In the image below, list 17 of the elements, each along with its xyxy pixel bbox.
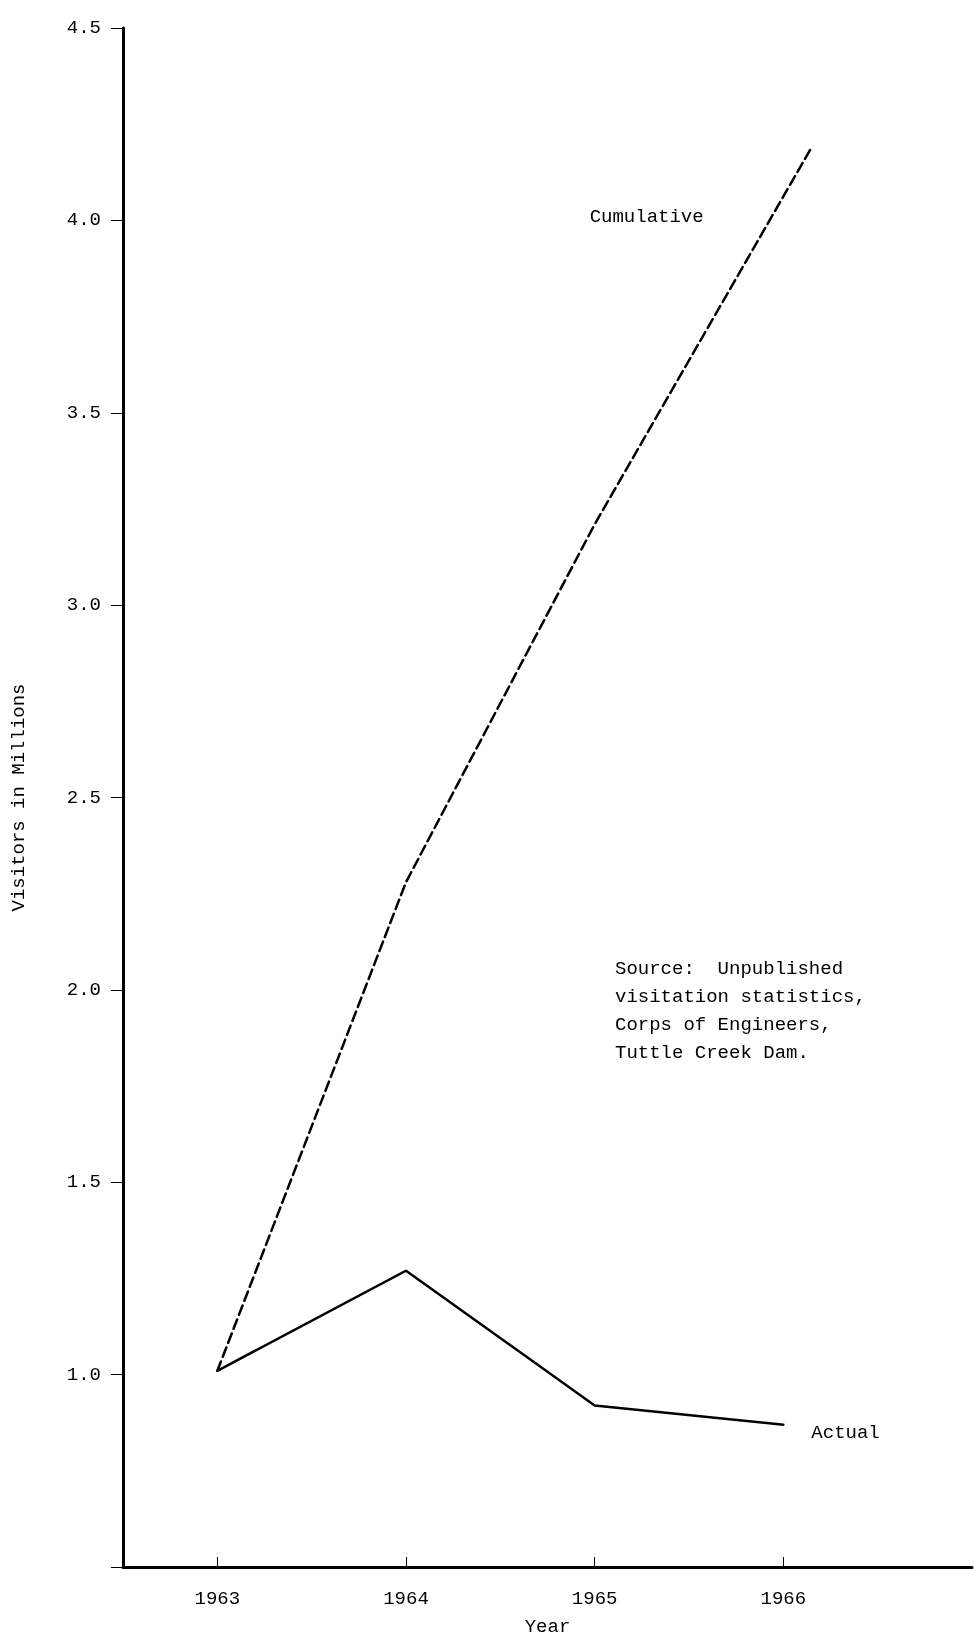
x-tick-label: 1963: [194, 1587, 241, 1610]
y-tick-label: 1.5: [66, 1171, 101, 1194]
text: 4.0: [66, 209, 101, 232]
x-axis-title: Year: [524, 1615, 571, 1638]
y-tick-label: 3.5: [66, 401, 101, 424]
text: Cumulative: [589, 206, 704, 229]
text: 2.0: [66, 978, 101, 1001]
y-tick-label: 4.5: [66, 17, 101, 39]
text: 1.0: [66, 1363, 101, 1386]
x-tick-label: 1965: [571, 1587, 618, 1610]
series-label: Actual: [811, 1421, 880, 1444]
x-tick-label: 1964: [383, 1587, 429, 1610]
y-tick-label: 2.5: [66, 786, 101, 809]
annotation: Source: Unpublished visitation statistics, Corps of Engineers, Tuttle Creek Dam.: [615, 958, 866, 1064]
x-tick-label: 1966: [760, 1587, 807, 1610]
y-axis-title: Visitors in Millions: [7, 683, 30, 912]
text: 3.0: [66, 594, 101, 617]
